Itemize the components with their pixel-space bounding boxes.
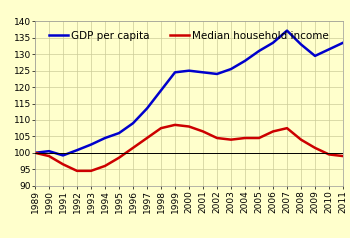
GDP per capita xyxy=(103,137,107,139)
GDP per capita xyxy=(187,69,191,72)
GDP per capita xyxy=(159,89,163,92)
GDP per capita xyxy=(173,71,177,74)
GDP per capita xyxy=(229,68,233,70)
GDP per capita xyxy=(257,50,261,52)
Legend: GDP per capita, Median household income: GDP per capita, Median household income xyxy=(45,27,333,45)
GDP per capita xyxy=(341,41,345,44)
Median household income xyxy=(47,155,51,158)
Median household income xyxy=(33,151,37,154)
GDP per capita xyxy=(327,48,331,51)
GDP per capita xyxy=(145,107,149,110)
Line: GDP per capita: GDP per capita xyxy=(35,31,343,155)
Median household income xyxy=(313,146,317,149)
GDP per capita xyxy=(313,55,317,57)
GDP per capita xyxy=(243,60,247,62)
Median household income xyxy=(187,125,191,128)
Median household income xyxy=(285,127,289,129)
Median household income xyxy=(173,124,177,126)
GDP per capita xyxy=(215,73,219,75)
Median household income xyxy=(271,130,275,133)
GDP per capita xyxy=(271,41,275,44)
GDP per capita xyxy=(89,143,93,146)
Median household income xyxy=(229,138,233,141)
GDP per capita xyxy=(33,151,37,154)
Line: Median household income: Median household income xyxy=(35,125,343,171)
Median household income xyxy=(61,163,65,166)
Median household income xyxy=(89,169,93,172)
Median household income xyxy=(201,130,205,133)
GDP per capita xyxy=(299,43,303,46)
GDP per capita xyxy=(131,122,135,125)
Median household income xyxy=(159,127,163,129)
GDP per capita xyxy=(285,29,289,32)
Median household income xyxy=(299,138,303,141)
Median household income xyxy=(75,169,79,172)
Median household income xyxy=(327,153,331,156)
GDP per capita xyxy=(61,154,65,157)
Median household income xyxy=(243,137,247,139)
Median household income xyxy=(341,155,345,158)
GDP per capita xyxy=(201,71,205,74)
Median household income xyxy=(215,137,219,139)
GDP per capita xyxy=(117,132,121,134)
Median household income xyxy=(145,137,149,139)
Median household income xyxy=(257,137,261,139)
GDP per capita xyxy=(47,150,51,153)
Median household income xyxy=(103,164,107,167)
Median household income xyxy=(131,146,135,149)
GDP per capita xyxy=(75,149,79,152)
Median household income xyxy=(117,156,121,159)
